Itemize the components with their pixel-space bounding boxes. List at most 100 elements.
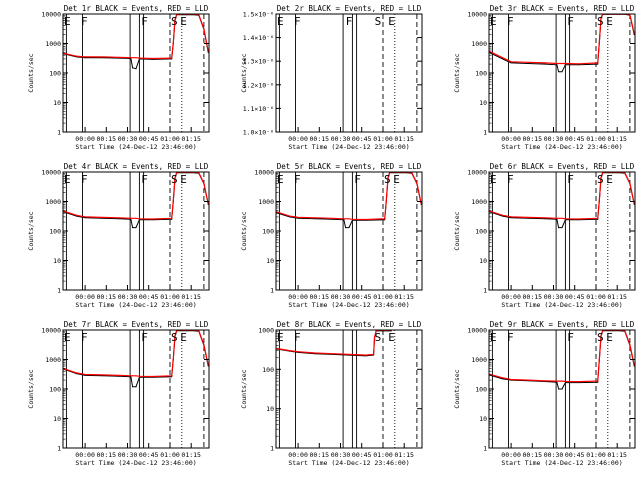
chart-panel-8: Det 8r BLACK = Events, RED = LLD 1 10 100 10… bbox=[240, 320, 423, 467]
y-tick-label: 1000 bbox=[45, 198, 61, 206]
x-tick-label: 00:00 bbox=[288, 451, 308, 459]
event-marker-label: F bbox=[294, 331, 301, 344]
y-tick-label: 10000 bbox=[41, 11, 61, 19]
y-axis-label: Counts/sec bbox=[453, 369, 461, 408]
data-point-events bbox=[561, 71, 563, 73]
data-point-lld bbox=[600, 335, 602, 336]
y-tick-label: 1000 bbox=[45, 40, 61, 48]
data-point-lld bbox=[544, 217, 546, 219]
x-axis-label: Start Time (24-Dec-12 23:46:00) bbox=[288, 459, 409, 467]
data-point-lld bbox=[314, 217, 316, 219]
event-marker-label: E bbox=[277, 173, 284, 186]
x-tick-label: 00:45 bbox=[352, 293, 372, 301]
x-axis-label: Start Time (24-Dec-12 23:46:00) bbox=[501, 143, 622, 151]
data-point-events bbox=[502, 58, 504, 60]
data-point-lld bbox=[207, 50, 209, 52]
x-tick-label: 00:00 bbox=[501, 135, 521, 143]
data-point-lld bbox=[633, 32, 635, 34]
x-axis-label: Start Time (24-Dec-12 23:46:00) bbox=[501, 301, 622, 309]
data-point-events bbox=[558, 227, 560, 229]
data-point-lld bbox=[600, 177, 602, 178]
data-point-lld bbox=[331, 353, 333, 355]
data-point-events bbox=[171, 218, 173, 220]
data-point-lld bbox=[84, 374, 86, 375]
data-point-lld bbox=[578, 63, 580, 65]
event-marker-label: E bbox=[277, 15, 284, 28]
data-point-lld bbox=[527, 61, 529, 63]
data-point-lld bbox=[502, 377, 504, 379]
plot-frame bbox=[62, 329, 210, 449]
data-point-lld bbox=[172, 357, 174, 359]
data-point-events bbox=[118, 218, 120, 220]
data-point-lld bbox=[556, 380, 558, 382]
data-point-lld bbox=[174, 19, 176, 20]
y-tick-label: 10 bbox=[53, 99, 61, 107]
x-tick-label: 00:30 bbox=[544, 293, 564, 301]
event-marker-label: E bbox=[388, 15, 395, 28]
data-point-lld bbox=[597, 62, 599, 64]
event-marker-label: E bbox=[606, 173, 613, 186]
x-tick-label: 00:15 bbox=[310, 135, 330, 143]
event-marker-label: F bbox=[141, 331, 148, 344]
data-point-lld bbox=[633, 364, 635, 366]
data-point-events bbox=[564, 382, 566, 384]
x-tick-label: 00:30 bbox=[544, 451, 564, 459]
x-axis-label: Start Time (24-Dec-12 23:46:00) bbox=[75, 301, 196, 309]
data-point-lld bbox=[101, 216, 103, 218]
chart-title: Det 3r BLACK = Events, RED = LLD bbox=[490, 4, 635, 13]
data-point-lld bbox=[171, 375, 173, 377]
y-tick-label: 1.0×10⁻⁶ bbox=[243, 129, 274, 137]
data-point-events bbox=[138, 376, 140, 378]
y-tick-label: 1.2×10⁻⁶ bbox=[243, 81, 274, 89]
y-tick-label: 1000 bbox=[258, 198, 274, 206]
x-tick-label: 00:30 bbox=[118, 293, 138, 301]
data-point-lld bbox=[558, 380, 560, 382]
data-point-events bbox=[633, 365, 635, 367]
data-point-events bbox=[135, 386, 137, 388]
y-tick-label: 10 bbox=[479, 99, 487, 107]
event-marker-label: E bbox=[180, 331, 187, 344]
x-tick-label: 01:00 bbox=[160, 451, 180, 459]
data-point-lld bbox=[101, 56, 103, 58]
data-point-lld bbox=[556, 63, 558, 64]
x-tick-label: 00:00 bbox=[288, 293, 308, 301]
plot-frame bbox=[62, 171, 210, 291]
y-tick-label: 1000 bbox=[258, 327, 274, 335]
x-tick-label: 01:15 bbox=[394, 293, 414, 301]
event-marker-label: F bbox=[346, 15, 353, 28]
event-marker-label: E bbox=[606, 15, 613, 28]
data-point-events bbox=[343, 219, 345, 221]
x-tick-label: 00:30 bbox=[118, 451, 138, 459]
data-point-events bbox=[130, 218, 132, 220]
x-tick-label: 00:45 bbox=[565, 451, 585, 459]
data-point-lld bbox=[135, 375, 137, 377]
data-point-lld bbox=[510, 379, 512, 380]
data-point-events bbox=[556, 381, 558, 383]
plot-frame bbox=[488, 171, 636, 291]
data-point-events bbox=[564, 219, 566, 221]
y-axis-label: Counts/sec bbox=[240, 53, 248, 92]
event-marker-label: S bbox=[171, 15, 178, 28]
data-point-lld bbox=[171, 57, 173, 59]
data-point-events bbox=[633, 203, 635, 205]
data-point-lld bbox=[527, 216, 529, 218]
chart-panel-5: Det 5r BLACK = Events, RED = LLD 1 10 100 10… bbox=[240, 162, 423, 309]
x-tick-label: 00:00 bbox=[288, 135, 308, 143]
event-marker-label: S bbox=[171, 331, 178, 344]
data-point-lld bbox=[597, 217, 599, 219]
data-point-lld bbox=[558, 217, 560, 219]
data-point-events bbox=[527, 217, 529, 219]
event-marker-label: S bbox=[384, 173, 391, 186]
data-point-lld bbox=[138, 218, 140, 220]
x-tick-label: 00:00 bbox=[501, 451, 521, 459]
data-point-events bbox=[348, 227, 350, 229]
y-tick-label: 100 bbox=[475, 228, 487, 236]
event-marker-label: F bbox=[141, 15, 148, 28]
y-tick-label: 1 bbox=[57, 287, 61, 295]
data-point-lld bbox=[578, 381, 580, 383]
y-tick-label: 100 bbox=[262, 366, 274, 374]
x-tick-label: 00:45 bbox=[565, 293, 585, 301]
event-marker-label: F bbox=[567, 15, 574, 28]
y-tick-label: 10 bbox=[266, 405, 274, 413]
data-point-events bbox=[384, 219, 386, 221]
